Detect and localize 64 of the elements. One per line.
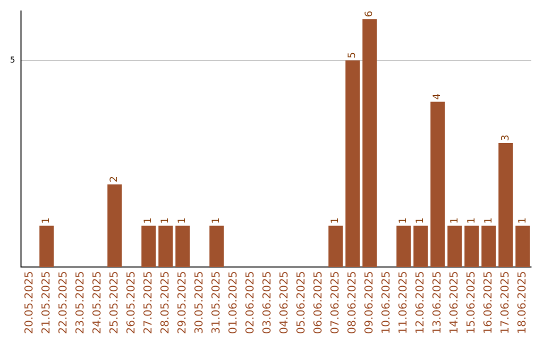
bar	[362, 19, 377, 268]
bar	[107, 184, 122, 268]
data-label: 1	[143, 217, 154, 224]
x-tick-label: 06.06.2025	[311, 271, 324, 334]
x-tick-label: 07.06.2025	[328, 271, 342, 334]
data-label: 1	[398, 217, 410, 224]
data-label: 1	[160, 217, 172, 224]
data-label: 6	[364, 10, 376, 18]
x-tick-label: 31.05.2025	[209, 271, 222, 334]
x-tick-label: 11.06.2025	[396, 271, 410, 334]
data-label: 3	[500, 134, 512, 142]
data-label: 1	[330, 217, 342, 224]
data-label: 1	[415, 217, 426, 224]
x-tick-label: 22.05.2025	[56, 271, 70, 334]
x-tick-label: 02.06.2025	[243, 271, 256, 334]
x-tick-label: 27.05.2025	[141, 271, 154, 334]
x-tick-label: 24.05.2025	[90, 271, 104, 334]
x-tick-label: 03.06.2025	[260, 271, 274, 334]
x-tick-label: 30.05.2025	[192, 271, 206, 334]
x-tick-label: 16.06.2025	[482, 271, 495, 334]
x-tick-label: 29.05.2025	[175, 271, 188, 334]
x-tick-label: 09.06.2025	[362, 271, 376, 334]
bar	[515, 226, 530, 268]
x-tick-label: 01.06.2025	[226, 271, 240, 334]
bar	[498, 143, 513, 268]
bar	[175, 226, 190, 268]
data-label: 1	[211, 217, 222, 224]
x-tick-label: 18.06.2025	[516, 271, 529, 334]
x-tick-label: 23.05.2025	[73, 271, 86, 334]
bar	[464, 226, 479, 268]
x-tick-label: 08.06.2025	[346, 271, 358, 334]
data-label: 1	[177, 217, 188, 224]
x-tick-label: 21.05.2025	[39, 271, 52, 334]
bar	[447, 226, 462, 268]
x-tick-label: 15.06.2025	[464, 271, 478, 334]
bar	[413, 226, 428, 268]
data-label: 4	[432, 93, 444, 100]
x-tick-label: 17.06.2025	[498, 271, 512, 334]
bar	[39, 226, 54, 268]
x-tick-label: 13.06.2025	[430, 271, 444, 334]
x-tick-label: 14.06.2025	[448, 271, 461, 334]
bar	[430, 102, 445, 268]
data-label: 1	[483, 217, 494, 224]
x-tick-label: 20.05.2025	[22, 271, 36, 334]
x-tick-label: 12.06.2025	[414, 271, 427, 334]
data-label: 1	[41, 217, 52, 224]
x-tick-label: 25.05.2025	[107, 271, 120, 334]
bar	[328, 226, 343, 268]
data-label: 1	[449, 217, 460, 224]
x-tick-label: 05.06.2025	[294, 271, 308, 334]
bar	[158, 226, 173, 268]
bar	[396, 226, 411, 268]
bar	[209, 226, 224, 268]
data-label: 1	[466, 217, 478, 224]
x-tick-label: 04.06.2025	[277, 271, 290, 334]
bar	[345, 60, 360, 268]
bar	[481, 226, 496, 268]
data-label: 1	[517, 217, 528, 224]
bar	[141, 226, 156, 268]
x-tick-label: 28.05.2025	[158, 271, 172, 334]
x-tick-label: 26.05.2025	[124, 271, 138, 334]
data-label: 5	[347, 52, 358, 58]
data-label: 2	[109, 176, 120, 182]
x-tick-label: 10.06.2025	[380, 271, 393, 334]
